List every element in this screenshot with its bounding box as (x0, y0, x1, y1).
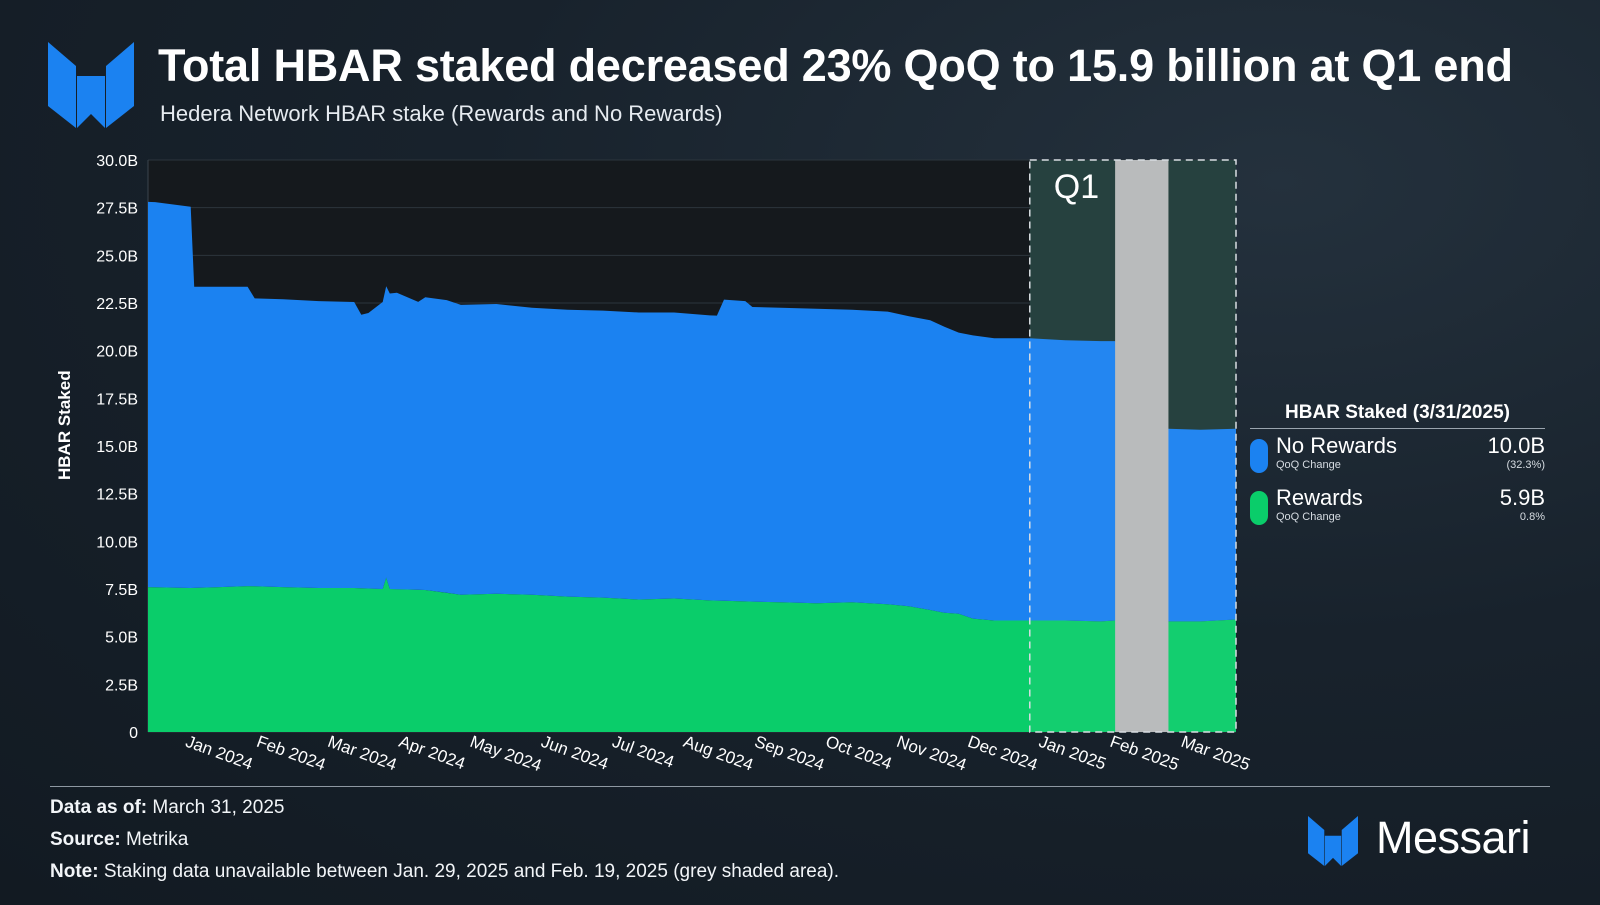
x-tick-label: Jun 2024 (539, 732, 611, 774)
x-tick-label: Jan 2024 (183, 732, 255, 774)
y-tick-label: 17.5B (96, 391, 138, 408)
x-tick-label: Oct 2024 (823, 732, 894, 773)
legend-change: 0.8% (1519, 511, 1545, 523)
legend-swatch-no-rewards (1250, 439, 1268, 473)
footer-label: Note: (50, 861, 99, 882)
page-title: Total HBAR staked decreased 23% QoQ to 1… (158, 40, 1513, 91)
legend-name: Rewards (1276, 485, 1363, 510)
y-tick-label: 25.0B (96, 248, 138, 265)
footer-data-as-of: Data as of: March 31, 2025 (50, 797, 284, 819)
legend-name: No Rewards (1276, 433, 1398, 458)
x-tick-label: Mar 2025 (1179, 732, 1253, 774)
y-tick-label: 12.5B (96, 487, 138, 504)
footer-value: March 31, 2025 (152, 797, 285, 818)
chart-subtitle: Hedera Network HBAR stake (Rewards and N… (160, 101, 723, 126)
footer-divider (50, 786, 1550, 787)
y-tick-label: 27.5B (96, 201, 138, 218)
series-area-rewards (148, 577, 1236, 732)
x-tick-label: Apr 2024 (396, 732, 467, 773)
x-tick-label: Aug 2024 (681, 732, 756, 775)
legend-sub: QoQ Change (1276, 511, 1341, 523)
legend-item-no-rewards: No Rewards QoQ Change 10.0B (32.3%) (1250, 433, 1550, 481)
y-tick-label: 30.0B (96, 153, 138, 170)
footer-source: Source: Metrika (50, 829, 188, 851)
x-tick-label: Jan 2025 (1036, 732, 1108, 774)
legend-sub: QoQ Change (1276, 459, 1341, 471)
x-tick-label: Dec 2024 (965, 732, 1040, 775)
x-tick-label: Feb 2024 (254, 732, 328, 774)
q1-border (1029, 159, 1237, 733)
x-tick-label: Feb 2025 (1108, 732, 1182, 774)
x-tick-label: May 2024 (468, 732, 545, 775)
legend-title: HBAR Staked (3/31/2025) (1250, 402, 1545, 429)
messari-logo-small-icon (1308, 816, 1358, 866)
y-tick-label: 5.0B (105, 630, 138, 647)
messari-logo-icon (48, 42, 134, 128)
footer-note: Note: Staking data unavailable between J… (50, 861, 839, 883)
x-tick-label: Sep 2024 (752, 732, 827, 775)
series-area-no-rewards (148, 201, 1236, 622)
q1-label: Q1 (1054, 168, 1099, 206)
stacked-area-chart: Q1 0 2.5B 5.0B 7.5B 10.0B 12.5B 15.0B 17.5B 20.0… (96, 153, 1253, 775)
x-tick-label: Nov 2024 (894, 732, 969, 775)
footer-label: Source: (50, 829, 121, 850)
legend-value: 5.9B (1499, 485, 1545, 510)
legend-item-rewards: Rewards QoQ Change 5.9B 0.8% (1250, 485, 1550, 533)
x-tick-label: Jul 2024 (610, 732, 677, 772)
footer-label: Data as of: (50, 797, 148, 818)
y-tick-label: 10.0B (96, 534, 138, 551)
y-tick-label: 22.5B (96, 296, 138, 313)
y-tick-label: 15.0B (96, 439, 138, 456)
legend-swatch-rewards (1250, 491, 1268, 525)
footer-value: Metrika (126, 829, 189, 850)
x-tick-label: Mar 2024 (325, 732, 399, 774)
legend-change: (32.3%) (1506, 459, 1545, 471)
legend-value: 10.0B (1487, 433, 1546, 458)
footer-value: Staking data unavailable between Jan. 29… (103, 861, 840, 882)
brand-name: Messari (1376, 812, 1531, 863)
y-tick-label: 2.5B (105, 677, 138, 694)
legend: HBAR Staked (3/31/2025) No Rewards QoQ C… (1250, 402, 1550, 533)
y-tick-label: 7.5B (105, 582, 138, 599)
y-tick-label: 0 (129, 725, 138, 742)
y-axis-label: HBAR Staked (55, 370, 74, 480)
data-gap-region (1115, 160, 1169, 732)
y-tick-label: 20.0B (96, 344, 138, 361)
